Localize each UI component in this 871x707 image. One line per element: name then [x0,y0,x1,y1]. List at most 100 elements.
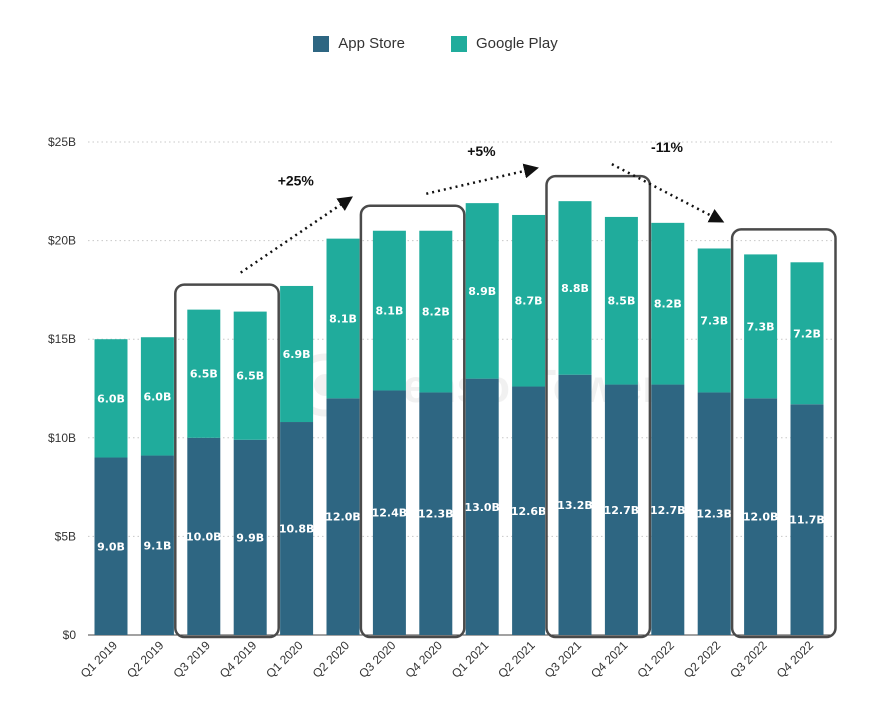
data-label-app-store: 12.0B [325,511,361,524]
highlight-box [730,228,837,639]
trend-arrow [611,163,725,223]
x-tick-label: Q4 2019 [217,638,260,681]
data-label-app-store: 9.1B [143,539,171,552]
bar-app-store [233,439,267,635]
legend-item-app-store: App Store [313,35,405,52]
bar-app-store [697,392,731,635]
data-label-google-play: 6.9B [283,348,311,361]
legend-label-google-play: Google Play [476,35,558,52]
bar-google-play [94,339,128,458]
highlight-box [174,283,280,639]
bar-app-store [187,437,221,635]
bar-app-store [512,386,546,635]
x-tick-label: Q3 2019 [170,638,213,681]
data-label-google-play: 8.2B [422,306,450,319]
bar-google-play [140,337,174,456]
y-tick-label: $25B [48,135,76,149]
data-label-google-play: 6.5B [190,368,218,381]
x-tick-label: Q4 2020 [402,638,445,681]
data-label-app-store: 9.9B [236,531,264,544]
y-tick-label: $5B [55,529,76,543]
data-label-app-store: 12.0B [743,511,779,524]
trend-label: +5% [467,143,496,159]
trend-arrow [239,196,353,274]
y-tick-label: $20B [48,234,76,248]
y-tick-label: $10B [48,431,76,445]
bar-google-play [372,230,406,391]
data-label-google-play: 7.3B [747,320,775,333]
bar-google-play [790,262,824,405]
trend-arrow [426,163,539,195]
data-label-app-store: 10.8B [279,523,315,536]
bar-google-play [326,238,360,399]
bar-app-store [790,404,824,635]
data-label-app-store: 12.3B [418,508,454,521]
x-tick-label: Q2 2020 [310,638,353,681]
data-label-app-store: 12.3B [696,508,732,521]
x-tick-label: Q2 2022 [681,638,724,681]
x-tick-label: Q4 2022 [774,638,817,681]
data-label-google-play: 6.5B [236,370,264,383]
data-label-google-play: 7.3B [700,314,728,327]
x-tick-label: Q1 2022 [634,638,677,681]
highlight-box [545,174,652,639]
data-label-google-play: 6.0B [97,392,125,405]
bar-app-store [419,392,453,635]
legend: App Store Google Play [0,35,871,52]
x-tick-label: Q3 2021 [542,638,585,681]
bar-google-play [512,214,546,387]
data-label-app-store: 13.0B [464,501,500,514]
bar-app-store [744,398,778,635]
bar-app-store [140,455,174,635]
bar-app-store [651,384,685,635]
bar-app-store [326,398,360,635]
bar-google-play [651,222,685,385]
y-tick-label: $15B [48,332,76,346]
data-label-google-play: 8.7B [515,295,543,308]
bar-google-play [744,254,778,399]
trend-label: +25% [278,173,315,189]
bar-app-store [372,390,406,635]
data-label-google-play: 7.2B [793,327,821,340]
bar-app-store [558,374,592,635]
x-tick-label: Q2 2021 [495,638,538,681]
data-label-app-store: 10.0B [186,530,222,543]
x-tick-label: Q3 2022 [727,638,770,681]
app-store-swatch [313,35,330,52]
bar-google-play [419,230,453,393]
y-tick-label: $0 [63,628,77,642]
bar-google-play [465,203,499,379]
data-label-app-store: 11.7B [789,514,825,527]
data-label-google-play: 8.5B [607,295,635,308]
highlight-box [359,204,466,639]
data-label-google-play: 6.0B [143,390,171,403]
legend-label-app-store: App Store [338,35,405,52]
x-tick-label: Q1 2021 [449,638,492,681]
data-label-google-play: 8.2B [654,298,682,311]
bar-app-store [280,422,314,635]
bar-google-play [604,216,638,385]
bar-google-play [187,309,221,438]
bar-google-play [280,285,314,423]
data-label-app-store: 9.0B [97,540,125,553]
bar-app-store [604,384,638,635]
x-tick-label: Q1 2019 [78,638,121,681]
data-label-google-play: 8.1B [375,305,403,318]
data-label-google-play: 8.9B [468,285,496,298]
x-tick-label: Q1 2020 [263,638,306,681]
google-play-swatch [451,35,467,52]
x-tick-label: Q4 2021 [588,638,631,681]
data-label-app-store: 13.2B [557,499,593,512]
data-label-app-store: 12.7B [604,504,640,517]
bar-google-play [233,311,267,440]
trend-label: -11% [651,139,683,155]
bar-google-play [558,201,592,375]
x-tick-label: Q3 2020 [356,638,399,681]
x-tick-label: Q2 2019 [124,638,167,681]
bar-app-store [94,457,128,635]
data-label-google-play: 8.8B [561,282,589,295]
legend-item-google-play: Google Play [451,35,558,52]
bar-app-store [465,378,499,635]
data-label-app-store: 12.6B [511,505,547,518]
